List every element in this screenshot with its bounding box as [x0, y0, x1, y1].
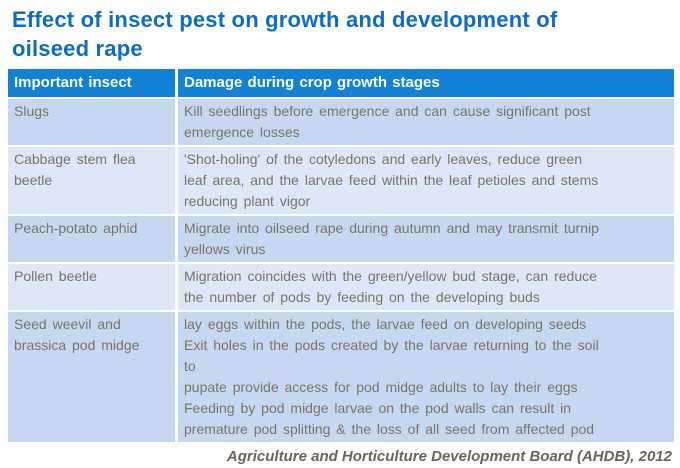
insect-table: Important insect Damage during crop grow…	[8, 69, 674, 442]
attribution-line: Agriculture and Horticulture Development…	[226, 448, 672, 465]
slide-page: Effect of insect pest on growth and deve…	[0, 5, 680, 468]
insect-cell-slugs: Slugs	[8, 99, 175, 145]
page-title: Effect of insect pest on growth and deve…	[12, 7, 558, 61]
header-cell-important-insect: Important insect	[8, 69, 175, 97]
damage-cell-seed-weevil-pod-midge: lay eggs within the pods, the larvae fee…	[178, 312, 674, 442]
damage-cell-peach-potato-aphid: Migrate into oilseed rape during autumn …	[178, 216, 674, 262]
damage-cell-cabbage-stem-flea-beetle: 'Shot-holing' of the cotyledons and earl…	[178, 147, 674, 214]
insect-cell-peach-potato-aphid: Peach-potato aphid	[8, 216, 175, 262]
header-cell-damage-stages: Damage during crop growth stages	[178, 69, 674, 97]
insect-cell-cabbage-stem-flea-beetle: Cabbage stem flea beetle	[8, 147, 175, 214]
insect-cell-pollen-beetle: Pollen beetle	[8, 264, 175, 310]
damage-cell-pollen-beetle: Migration coincides with the green/yello…	[178, 264, 674, 310]
insect-cell-seed-weevil-pod-midge: Seed weevil and brassica pod midge	[8, 312, 175, 442]
damage-cell-slugs: Kill seedlings before emergence and can …	[178, 99, 674, 145]
